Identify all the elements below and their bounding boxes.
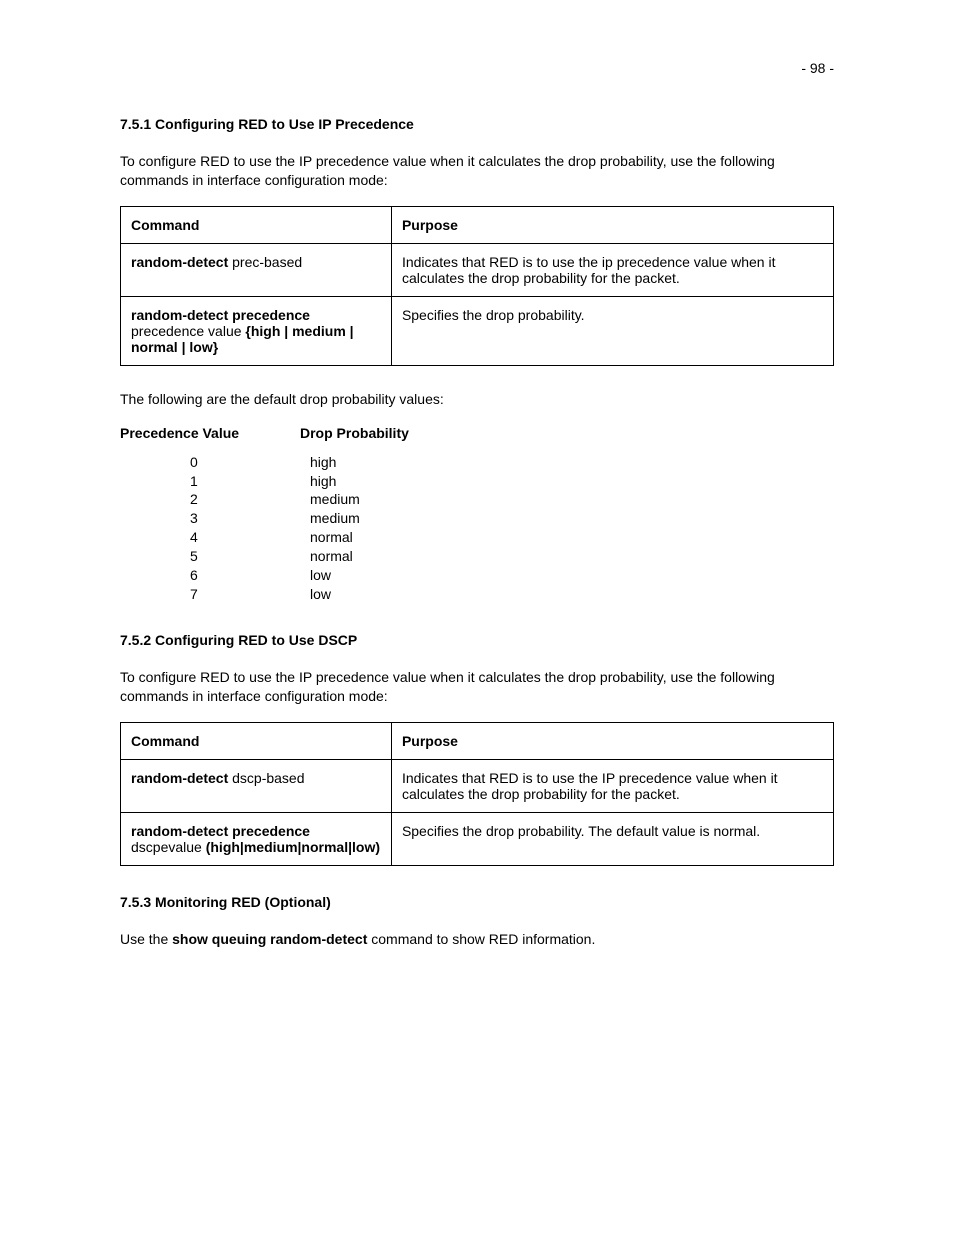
prec-value: 2	[120, 490, 260, 509]
prec-row: 3medium	[120, 509, 834, 528]
section-heading-752: 7.5.2 Configuring RED to Use DSCP	[120, 632, 834, 648]
prec-row: 6low	[120, 566, 834, 585]
drop-value: low	[260, 566, 490, 585]
cmd-bold: random-detect precedence	[131, 823, 310, 839]
prec-header-precedence: Precedence Value	[120, 425, 300, 441]
drop-value: medium	[260, 509, 490, 528]
th-purpose: Purpose	[391, 206, 833, 243]
cmd-rest: dscpevalue	[131, 839, 206, 855]
prec-row: 0high	[120, 453, 834, 472]
prec-row: 7low	[120, 585, 834, 604]
body-post: command to show RED information.	[367, 931, 595, 947]
cell-command: random-detect precedence precedence valu…	[121, 296, 392, 365]
section-heading-753: 7.5.3 Monitoring RED (Optional)	[120, 894, 834, 910]
prec-header-drop: Drop Probability	[300, 425, 480, 441]
prec-value: 7	[120, 585, 260, 604]
drop-value: low	[260, 585, 490, 604]
table-header-row: Command Purpose	[121, 206, 834, 243]
prec-value: 6	[120, 566, 260, 585]
prec-value: 0	[120, 453, 260, 472]
cell-purpose: Indicates that RED is to use the ip prec…	[391, 243, 833, 296]
drop-value: medium	[260, 490, 490, 509]
table-row: random-detect dscp-based Indicates that …	[121, 759, 834, 812]
body-bold: show queuing random-detect	[172, 931, 367, 947]
after-table-751: The following are the default drop proba…	[120, 390, 834, 409]
drop-value: normal	[260, 547, 490, 566]
th-purpose: Purpose	[391, 722, 833, 759]
drop-value: high	[260, 453, 490, 472]
body-753: Use the show queuing random-detect comma…	[120, 930, 834, 949]
precedence-table: Precedence Value Drop Probability 0high …	[120, 425, 834, 604]
cmd-bold2: (high|medium|normal|low)	[206, 839, 380, 855]
prec-row: 2medium	[120, 490, 834, 509]
cell-command: random-detect prec-based	[121, 243, 392, 296]
prec-headers: Precedence Value Drop Probability	[120, 425, 834, 441]
table-header-row: Command Purpose	[121, 722, 834, 759]
cell-command: random-detect dscp-based	[121, 759, 392, 812]
cmd-rest: precedence value	[131, 323, 245, 339]
table-row: random-detect precedence dscpevalue (hig…	[121, 812, 834, 865]
drop-value: high	[260, 472, 490, 491]
prec-row: 4normal	[120, 528, 834, 547]
prec-value: 4	[120, 528, 260, 547]
prec-value: 1	[120, 472, 260, 491]
intro-751: To configure RED to use the IP precedenc…	[120, 152, 834, 190]
table-row: random-detect precedence precedence valu…	[121, 296, 834, 365]
cmd-bold: random-detect	[131, 770, 228, 786]
cmd-bold: random-detect	[131, 254, 228, 270]
cmd-rest: dscp-based	[228, 770, 304, 786]
th-command: Command	[121, 206, 392, 243]
cmd-bold: random-detect precedence	[131, 307, 310, 323]
cmd-rest: prec-based	[228, 254, 302, 270]
cell-purpose: Indicates that RED is to use the IP prec…	[391, 759, 833, 812]
th-command: Command	[121, 722, 392, 759]
page-number: - 98 -	[120, 60, 834, 76]
prec-value: 3	[120, 509, 260, 528]
cell-purpose: Specifies the drop probability. The defa…	[391, 812, 833, 865]
prec-row: 5normal	[120, 547, 834, 566]
prec-row: 1high	[120, 472, 834, 491]
command-table-752: Command Purpose random-detect dscp-based…	[120, 722, 834, 866]
table-row: random-detect prec-based Indicates that …	[121, 243, 834, 296]
cell-command: random-detect precedence dscpevalue (hig…	[121, 812, 392, 865]
prec-value: 5	[120, 547, 260, 566]
drop-value: normal	[260, 528, 490, 547]
body-pre: Use the	[120, 931, 172, 947]
intro-752: To configure RED to use the IP precedenc…	[120, 668, 834, 706]
command-table-751: Command Purpose random-detect prec-based…	[120, 206, 834, 366]
section-heading-751: 7.5.1 Configuring RED to Use IP Preceden…	[120, 116, 834, 132]
cell-purpose: Specifies the drop probability.	[391, 296, 833, 365]
